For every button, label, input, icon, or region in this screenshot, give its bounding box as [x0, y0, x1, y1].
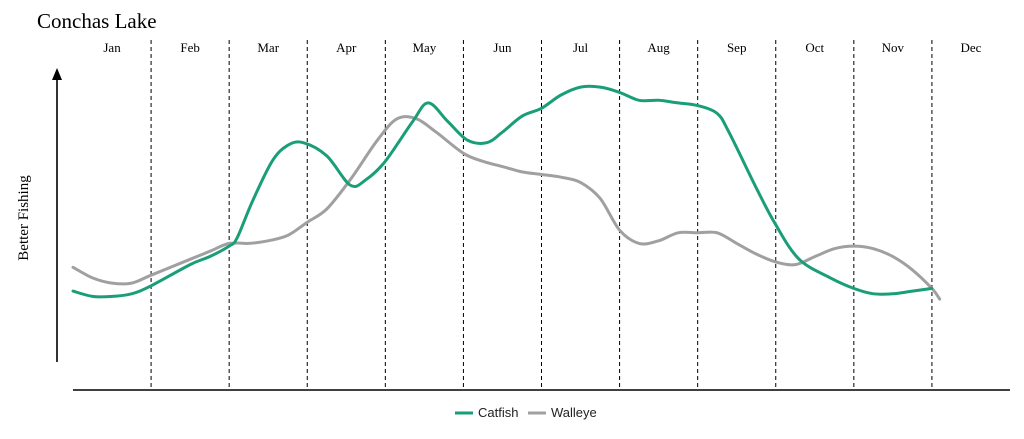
month-label-jul: Jul	[573, 40, 589, 55]
month-dividers	[150, 40, 933, 390]
month-label-apr: Apr	[336, 40, 357, 55]
series-line-walleye	[71, 115, 942, 301]
y-axis-arrowhead	[52, 68, 62, 80]
month-label-mar: Mar	[257, 40, 279, 55]
month-label-feb: Feb	[180, 40, 200, 55]
month-label-oct: Oct	[805, 40, 824, 55]
legend-label-walleye: Walleye	[551, 405, 597, 420]
month-label-jan: Jan	[103, 40, 121, 55]
month-label-nov: Nov	[882, 40, 905, 55]
month-label-jun: Jun	[493, 40, 512, 55]
series-lines	[71, 84, 942, 301]
series-line-catfish	[71, 84, 934, 299]
month-label-may: May	[412, 40, 436, 55]
month-labels: Jan Feb Mar Apr May Jun Jul Aug Sep Oct Nov Dec	[103, 40, 981, 55]
month-label-dec: Dec	[960, 40, 981, 55]
month-label-aug: Aug	[647, 40, 670, 55]
y-axis-label: Better Fishing	[16, 175, 32, 261]
legend: Catfish Walleye	[455, 405, 597, 420]
chart-title: Conchas Lake	[37, 9, 157, 33]
legend-label-catfish: Catfish	[478, 405, 518, 420]
month-label-sep: Sep	[727, 40, 747, 55]
